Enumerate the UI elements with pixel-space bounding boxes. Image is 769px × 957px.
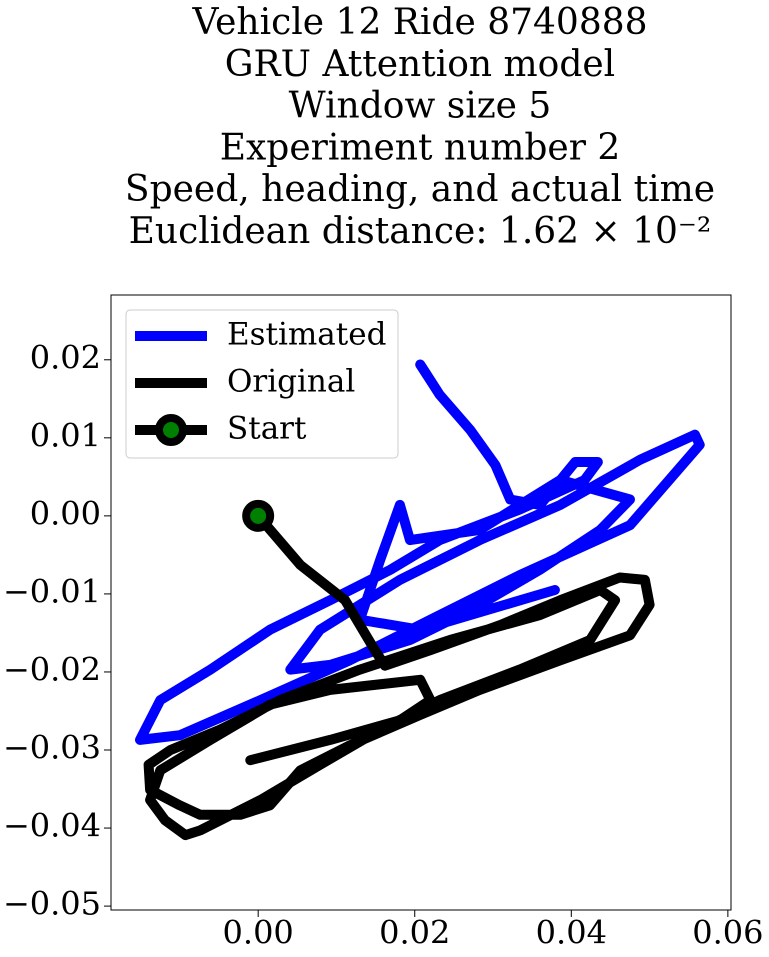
legend-label: Start [227, 411, 307, 447]
y-tick-label: −0.03 [3, 729, 101, 767]
legend-label: Estimated [227, 317, 386, 353]
plot-frame [110, 294, 732, 911]
series-line [135, 359, 705, 745]
plot-area [135, 359, 705, 841]
x-tick-label: 0.02 [379, 914, 450, 952]
chart-title: Euclidean distance: 1.62 × 10⁻² [129, 211, 712, 252]
chart-title: Speed, heading, and actual time [125, 169, 715, 210]
y-tick-label: 0.00 [30, 494, 101, 532]
y-tick-label: 0.01 [30, 416, 101, 454]
chart-title: GRU Attention model [225, 44, 615, 85]
y-tick-label: −0.05 [3, 885, 101, 923]
x-tick-label: 0.06 [692, 914, 763, 952]
chart-title: Vehicle 12 Ride 8740888 [191, 2, 647, 43]
series-line [143, 510, 655, 841]
legend-marker [155, 414, 187, 446]
start-marker [242, 499, 275, 532]
x-tick-label: 0.04 [536, 914, 607, 952]
y-tick-label: −0.04 [3, 807, 101, 845]
y-tick-label: −0.01 [3, 572, 101, 610]
chart-title: Window size 5 [289, 86, 552, 127]
x-tick-label: 0.00 [223, 914, 294, 952]
chart-title: Experiment number 2 [220, 127, 621, 168]
y-tick-label: 0.02 [30, 338, 101, 376]
legend-box [125, 309, 399, 459]
y-tick-label: −0.02 [3, 650, 101, 688]
legend-label: Original [227, 364, 355, 400]
